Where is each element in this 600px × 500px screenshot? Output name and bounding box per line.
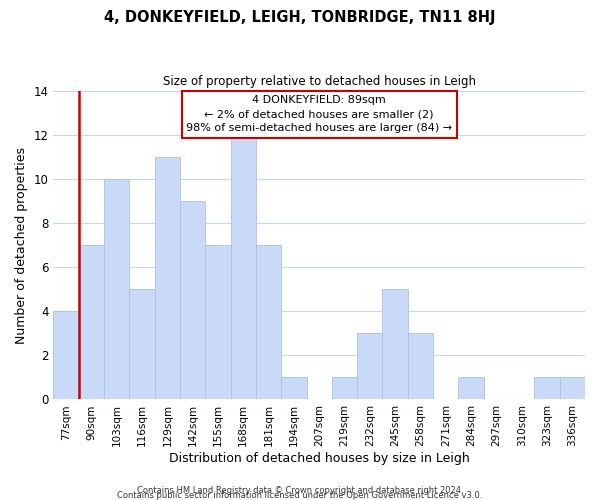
Text: Contains HM Land Registry data © Crown copyright and database right 2024.: Contains HM Land Registry data © Crown c… <box>137 486 463 495</box>
X-axis label: Distribution of detached houses by size in Leigh: Distribution of detached houses by size … <box>169 452 470 465</box>
Bar <box>155 156 180 400</box>
Text: 4, DONKEYFIELD, LEIGH, TONBRIDGE, TN11 8HJ: 4, DONKEYFIELD, LEIGH, TONBRIDGE, TN11 8… <box>104 10 496 25</box>
Bar <box>281 378 307 400</box>
Bar <box>104 179 130 400</box>
Bar <box>79 245 104 400</box>
Bar <box>560 378 585 400</box>
Bar <box>230 134 256 400</box>
Bar <box>180 201 205 400</box>
Bar <box>357 334 382 400</box>
Text: 4 DONKEYFIELD: 89sqm
← 2% of detached houses are smaller (2)
98% of semi-detache: 4 DONKEYFIELD: 89sqm ← 2% of detached ho… <box>186 95 452 133</box>
Bar <box>332 378 357 400</box>
Bar <box>408 334 433 400</box>
Bar <box>130 289 155 400</box>
Y-axis label: Number of detached properties: Number of detached properties <box>15 146 28 344</box>
Bar <box>256 245 281 400</box>
Title: Size of property relative to detached houses in Leigh: Size of property relative to detached ho… <box>163 75 476 88</box>
Bar <box>382 289 408 400</box>
Bar <box>205 245 230 400</box>
Bar <box>458 378 484 400</box>
Text: Contains public sector information licensed under the Open Government Licence v3: Contains public sector information licen… <box>118 491 482 500</box>
Bar <box>53 311 79 400</box>
Bar <box>535 378 560 400</box>
